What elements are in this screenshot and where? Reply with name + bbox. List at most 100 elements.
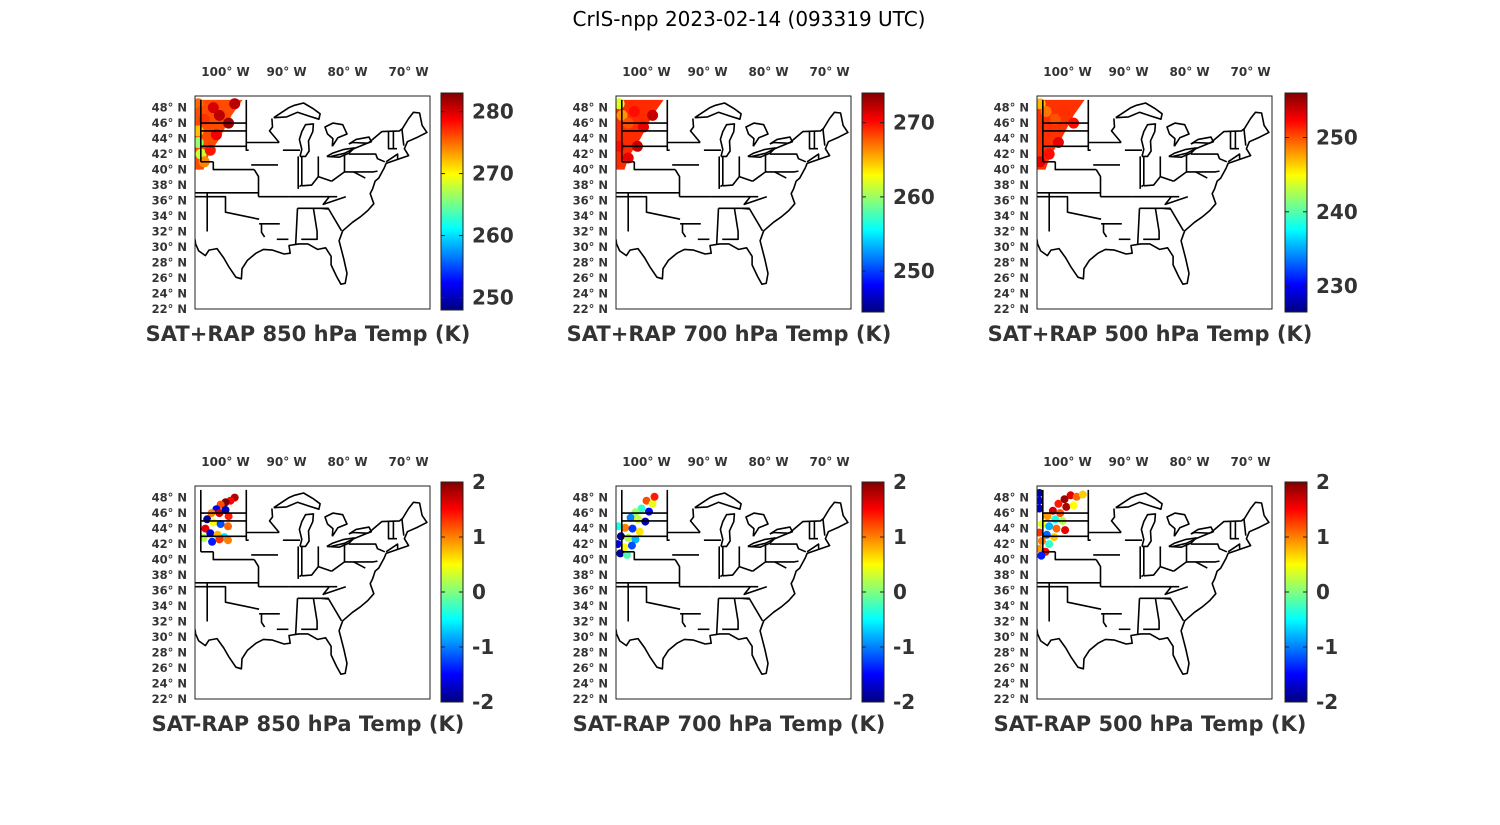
- state-border: [1195, 171, 1208, 179]
- state-border: [1243, 518, 1247, 536]
- data-point: [1060, 495, 1069, 504]
- state-border: [689, 508, 701, 534]
- y-tick-label: 28° N: [573, 646, 608, 660]
- state-border: [765, 560, 799, 563]
- data-point: [213, 109, 225, 121]
- state-border: [765, 170, 799, 173]
- great-lake: [326, 147, 356, 158]
- y-tick-label: 22° N: [573, 692, 608, 706]
- state-border: [195, 195, 260, 220]
- great-lake: [769, 526, 794, 535]
- data-point: [634, 515, 642, 524]
- great-lake: [769, 136, 794, 145]
- y-tick-label: 40° N: [152, 553, 187, 567]
- y-tick-label: 22° N: [152, 692, 187, 706]
- y-tick-label: 46° N: [152, 116, 187, 130]
- state-border: [1195, 561, 1208, 569]
- great-lake: [719, 123, 736, 158]
- state-border: [268, 508, 280, 534]
- y-tick-label: 44° N: [994, 132, 1029, 146]
- state-border: [1164, 585, 1189, 596]
- state-border: [1095, 559, 1102, 587]
- state-border: [681, 223, 687, 238]
- panel-title: SAT-RAP 850 hPa Temp (K): [152, 712, 465, 736]
- y-tick-label: 34° N: [573, 209, 608, 223]
- state-border: [689, 118, 701, 144]
- state-border: [743, 585, 768, 596]
- data-point: [650, 492, 659, 501]
- y-tick-label: 30° N: [994, 630, 1029, 644]
- y-tick-label: 24° N: [994, 287, 1029, 301]
- y-tick-label: 32° N: [573, 615, 608, 629]
- map-frame: [194, 485, 431, 700]
- y-tick-label: 36° N: [573, 584, 608, 598]
- y-tick-label: 28° N: [152, 646, 187, 660]
- state-border: [1190, 543, 1228, 553]
- x-tick-label: 90° W: [267, 455, 307, 469]
- state-border: [1186, 170, 1220, 173]
- great-lake: [324, 512, 348, 537]
- colorbar-tick-label: 0: [1316, 580, 1330, 604]
- y-tick-label: 38° N: [152, 178, 187, 192]
- state-border: [1227, 543, 1241, 553]
- colorbar-tick-label: -1: [1316, 635, 1338, 659]
- colorbar-tick-label: 250: [472, 286, 514, 310]
- y-tick-label: 26° N: [573, 271, 608, 285]
- state-border: [1164, 195, 1189, 206]
- panel-title: SAT-RAP 700 hPa Temp (K): [573, 712, 886, 736]
- y-tick-label: 44° N: [152, 522, 187, 536]
- data-point: [623, 550, 631, 559]
- data-point: [621, 523, 630, 532]
- y-tick-label: 24° N: [994, 677, 1029, 691]
- data-point: [1052, 524, 1061, 533]
- y-tick-label: 46° N: [152, 506, 187, 520]
- great-lake: [1140, 513, 1157, 548]
- great-lake: [273, 492, 321, 511]
- state-border: [301, 208, 318, 241]
- colorbar-tick-label: -2: [893, 690, 915, 714]
- y-tick-label: 30° N: [573, 630, 608, 644]
- y-tick-label: 30° N: [152, 630, 187, 644]
- colorbar-tick-label: -1: [893, 635, 915, 659]
- data-point: [216, 520, 225, 528]
- x-tick-label: 80° W: [749, 455, 789, 469]
- x-tick-label: 70° W: [810, 65, 850, 79]
- coastline: [616, 501, 849, 676]
- x-tick-label: 100° W: [622, 65, 670, 79]
- retrieval-field: [616, 99, 664, 170]
- colorbar-tick-label: 270: [472, 162, 514, 186]
- state-border: [722, 208, 739, 241]
- colorbar-tick-label: -2: [1316, 690, 1338, 714]
- data-point: [209, 518, 218, 527]
- y-tick-label: 24° N: [152, 287, 187, 301]
- y-tick-label: 38° N: [994, 178, 1029, 192]
- data-point: [624, 533, 633, 542]
- y-tick-label: 36° N: [152, 584, 187, 598]
- state-border: [774, 171, 787, 179]
- y-tick-label: 40° N: [152, 163, 187, 177]
- state-border: [212, 161, 255, 171]
- state-border: [674, 559, 681, 587]
- y-tick-label: 48° N: [573, 491, 608, 505]
- state-border: [321, 597, 343, 622]
- data-point: [229, 98, 241, 110]
- data-point: [626, 513, 635, 522]
- data-point: [224, 522, 232, 531]
- colorbar-tick-label: -2: [472, 690, 494, 714]
- state-border: [806, 153, 820, 163]
- colorbar-tick-label: 250: [893, 259, 935, 283]
- colorbar-tick-label: -1: [472, 635, 494, 659]
- y-tick-label: 46° N: [573, 116, 608, 130]
- x-tick-label: 100° W: [1043, 455, 1091, 469]
- data-point: [616, 98, 625, 110]
- y-tick-label: 22° N: [994, 692, 1029, 706]
- state-border: [1227, 153, 1241, 163]
- data-point: [1054, 499, 1063, 508]
- state-border: [1054, 551, 1097, 561]
- data-point: [1037, 551, 1046, 560]
- great-lake: [324, 122, 348, 147]
- y-tick-label: 36° N: [994, 584, 1029, 598]
- y-tick-label: 22° N: [994, 302, 1029, 316]
- data-point: [647, 109, 659, 121]
